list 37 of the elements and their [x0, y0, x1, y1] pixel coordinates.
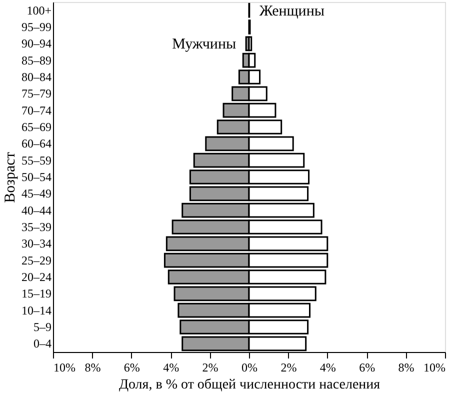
x-tick-label: 6% [359, 360, 376, 374]
series-label: Женщины [259, 3, 324, 20]
x-tick-label: 10% [54, 360, 76, 374]
y-tick-label: 65–69 [22, 120, 52, 134]
y-tick-label: 35–39 [22, 220, 52, 234]
x-tick-label: 2% [280, 360, 297, 374]
x-tick-label: 4% [320, 360, 336, 374]
x-tick-label: 10% [424, 360, 446, 374]
x-tick-label: 0% [242, 360, 258, 374]
y-tick-label: 100+ [26, 3, 52, 18]
series-label: Мужчины [172, 36, 236, 53]
y-tick-label: 5–9 [34, 320, 52, 334]
x-tick-label: 8% [84, 360, 101, 374]
y-tick-label: 25–29 [22, 253, 52, 268]
y-tick-label: 45–49 [22, 186, 52, 201]
x-tick-label: 4% [163, 360, 180, 374]
y-tick-label: 75–79 [22, 86, 52, 101]
y-tick-label: 55–59 [22, 153, 52, 168]
x-axis-title: Доля, в % от общей численности населения [118, 378, 381, 392]
x-tick-label: 8% [398, 360, 414, 374]
y-tick-label: 85–89 [22, 53, 52, 68]
y-tick-label: 90–94 [22, 36, 52, 51]
y-tick-label: 95–99 [22, 20, 52, 34]
y-tick-label: 0–4 [34, 336, 52, 351]
y-tick-label: 15–19 [22, 286, 52, 301]
x-tick-label: 6% [124, 360, 140, 374]
y-tick-label: 50–54 [22, 170, 52, 184]
y-axis-title: Возраст [2, 152, 18, 203]
x-tick-label: 2% [202, 360, 218, 374]
y-tick-label: 40–44 [22, 203, 52, 218]
y-tick-label: 30–34 [22, 236, 52, 251]
y-tick-label: 70–74 [22, 103, 52, 118]
y-tick-label: 60–64 [22, 136, 52, 151]
bar [248, 36, 252, 52]
y-tick-label: 80–84 [22, 70, 52, 84]
y-tick-label: 20–24 [22, 270, 52, 284]
y-tick-label: 10–14 [22, 303, 52, 318]
